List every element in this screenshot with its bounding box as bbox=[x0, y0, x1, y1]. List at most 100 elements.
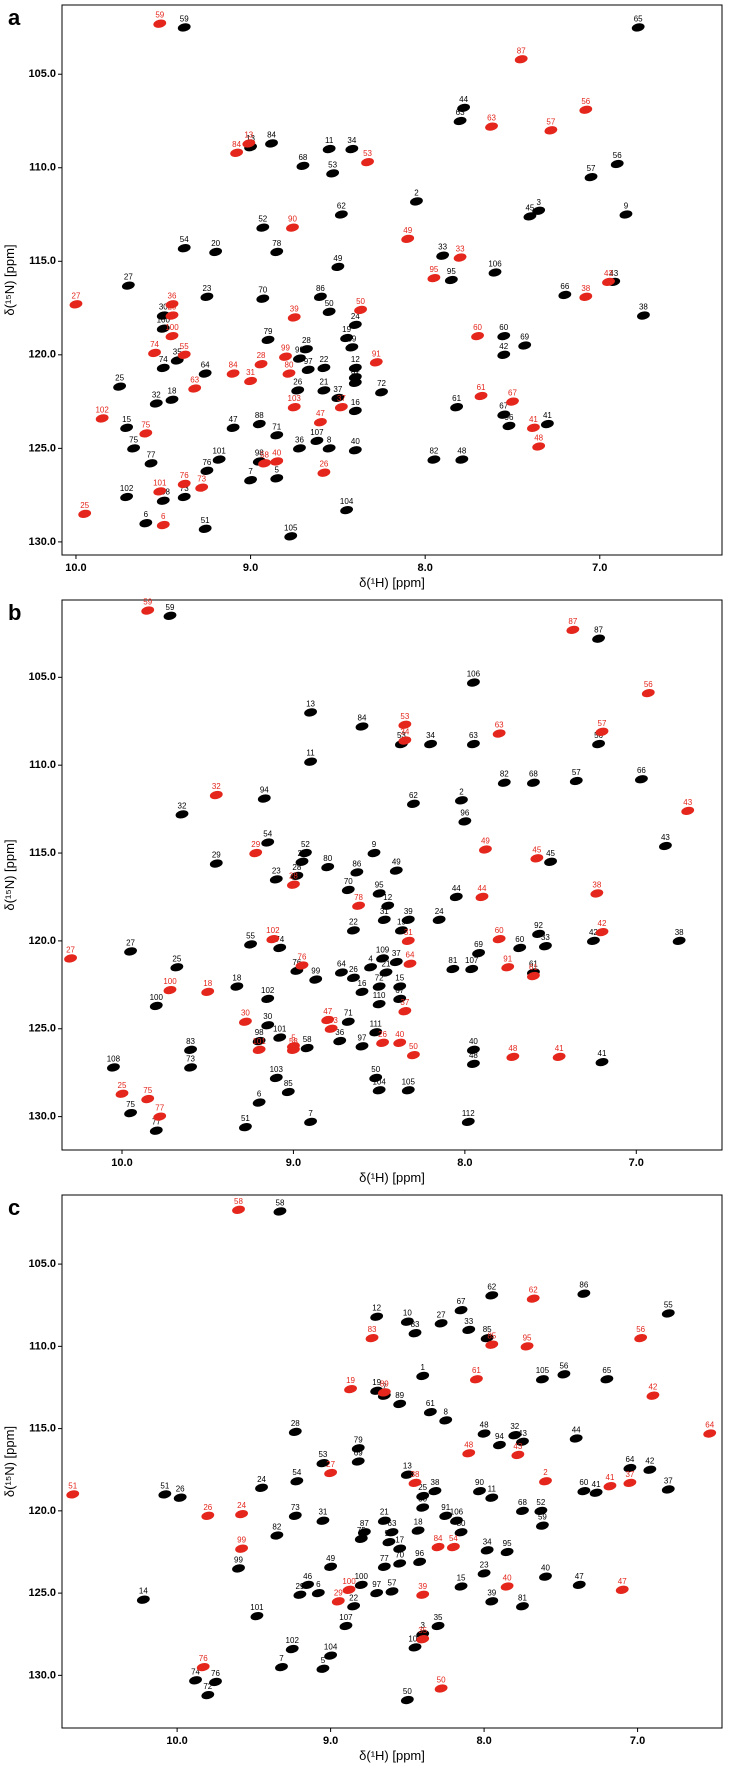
peak-label: 5 bbox=[291, 1033, 296, 1042]
peak bbox=[393, 1559, 407, 1568]
peak-label: 41 bbox=[555, 1044, 564, 1053]
peak-label: 90 bbox=[288, 215, 297, 224]
peak-label: 41 bbox=[529, 415, 538, 424]
peak-label: 64 bbox=[705, 1421, 714, 1430]
peak bbox=[569, 776, 583, 786]
peak-label: 2 bbox=[414, 188, 419, 197]
peak bbox=[324, 1651, 338, 1660]
peak-label: 66 bbox=[560, 282, 569, 291]
panel: b 10.0 9.0 8.0 7.0 105.0 110.0 115.0 120.0 125.0 1… bbox=[2, 598, 723, 1185]
peak-label: 79 bbox=[354, 1435, 363, 1444]
peak-label: 53 bbox=[318, 1450, 327, 1459]
peak bbox=[398, 736, 412, 745]
peak-label: 5 bbox=[321, 1656, 326, 1665]
peak bbox=[385, 1528, 399, 1537]
peak-label: 36 bbox=[335, 1028, 344, 1037]
peak bbox=[177, 350, 191, 359]
peak bbox=[242, 139, 256, 148]
peak bbox=[254, 360, 268, 369]
peak bbox=[439, 1416, 453, 1425]
peak bbox=[375, 388, 388, 397]
peak-label: 52 bbox=[536, 1498, 545, 1507]
peak-label: 87 bbox=[568, 617, 577, 626]
peak bbox=[393, 982, 407, 991]
peak-label: 97 bbox=[304, 357, 313, 366]
peak-label: 100 bbox=[150, 993, 164, 1002]
peak-label: 102 bbox=[286, 1636, 300, 1645]
peak-label: 91 bbox=[503, 954, 512, 963]
peak-label: 17 bbox=[395, 1536, 404, 1545]
peak-label: 22 bbox=[349, 1593, 358, 1602]
peak bbox=[641, 688, 655, 698]
peak-label: 62 bbox=[487, 1282, 496, 1291]
peak-label: 26 bbox=[176, 1485, 185, 1494]
peak bbox=[493, 1440, 506, 1450]
peak-label: 28 bbox=[292, 863, 301, 872]
peak-label: 98 bbox=[384, 1529, 393, 1538]
peak bbox=[201, 1690, 215, 1700]
peak bbox=[393, 994, 407, 1004]
peak bbox=[296, 161, 310, 171]
peak-label: 109 bbox=[376, 945, 390, 954]
peak bbox=[595, 727, 609, 736]
y-tick-label: 110.0 bbox=[29, 759, 56, 771]
peak bbox=[398, 1007, 412, 1016]
peak bbox=[324, 1562, 338, 1571]
peak-label: 58 bbox=[303, 1035, 312, 1044]
peak bbox=[345, 343, 359, 352]
peak-label: 27 bbox=[437, 1310, 446, 1319]
peak bbox=[377, 1562, 391, 1571]
peak bbox=[508, 1431, 522, 1440]
peak bbox=[273, 1033, 287, 1042]
peak bbox=[485, 1597, 499, 1606]
peak bbox=[477, 1569, 491, 1578]
peak-label: 39 bbox=[347, 334, 356, 343]
peak bbox=[270, 1531, 284, 1540]
x-tick-label: 9.0 bbox=[286, 1157, 301, 1169]
peak bbox=[432, 915, 446, 924]
peak-label: 57 bbox=[388, 1578, 397, 1587]
peak-label: 28 bbox=[302, 336, 311, 345]
peak-label: 72 bbox=[203, 1682, 212, 1691]
peak-label: 27 bbox=[124, 273, 133, 282]
peak-label: 56 bbox=[559, 1361, 568, 1370]
peak-label: 107 bbox=[310, 428, 324, 437]
peak-label: 30 bbox=[418, 1495, 427, 1504]
peak bbox=[536, 1521, 549, 1530]
y-tick-label: 105.0 bbox=[28, 671, 56, 683]
peak-label: 99 bbox=[311, 967, 320, 976]
peak bbox=[444, 275, 458, 285]
peak-label: 31 bbox=[404, 928, 413, 937]
peak bbox=[403, 959, 417, 968]
peak bbox=[153, 1112, 167, 1121]
peak bbox=[266, 934, 280, 944]
peak bbox=[479, 845, 492, 854]
peak-label: 73 bbox=[197, 475, 206, 484]
peak bbox=[497, 331, 511, 341]
peak bbox=[506, 397, 519, 406]
peak-label: 71 bbox=[344, 1009, 353, 1018]
peak bbox=[141, 1094, 155, 1104]
peak-label: 84 bbox=[267, 130, 276, 139]
peak-label: 37 bbox=[400, 998, 409, 1007]
peak-label: 76 bbox=[211, 1669, 220, 1678]
peak bbox=[395, 926, 408, 935]
peak bbox=[552, 1052, 566, 1062]
peak-label: 102 bbox=[266, 926, 280, 935]
peak-label: 43 bbox=[683, 798, 692, 807]
peak bbox=[175, 810, 189, 819]
y-tick-label: 105.0 bbox=[28, 1258, 56, 1270]
peak bbox=[434, 1684, 448, 1693]
peak bbox=[455, 796, 468, 805]
peak-label: 87 bbox=[360, 1519, 369, 1528]
peak bbox=[165, 311, 179, 320]
peak bbox=[279, 352, 292, 361]
peak-label: 18 bbox=[203, 979, 212, 988]
peak-label: 28 bbox=[257, 351, 266, 360]
peak-label: 59 bbox=[180, 14, 189, 23]
peak-label: 30 bbox=[159, 303, 168, 312]
peak-label: 11 bbox=[306, 749, 315, 758]
peak-label: 51 bbox=[160, 1481, 169, 1490]
peak bbox=[401, 915, 415, 924]
peak bbox=[293, 354, 306, 363]
